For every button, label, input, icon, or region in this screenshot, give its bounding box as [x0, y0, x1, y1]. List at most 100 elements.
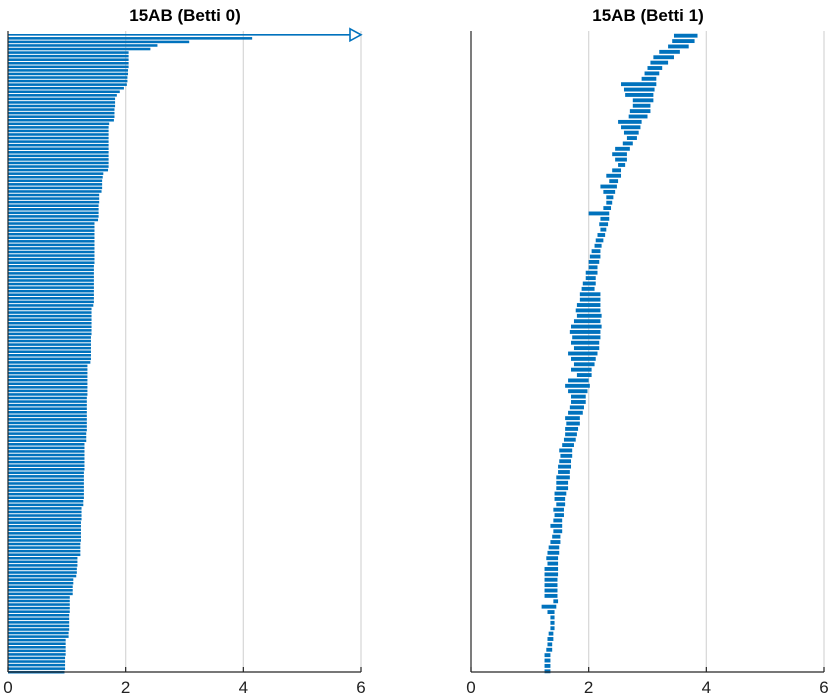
barcode-bar: [8, 101, 116, 104]
barcode-bar: [8, 297, 94, 300]
barcode-bar: [8, 646, 66, 649]
barcode-bar: [8, 435, 87, 439]
barcode-bar: [8, 136, 109, 140]
barcode-bar: [8, 510, 82, 514]
x-tick-label: 6: [819, 678, 828, 697]
barcode-bar: [572, 335, 601, 340]
x-tick-label: 0: [466, 678, 475, 697]
barcode-bar: [8, 393, 88, 396]
barcode-bar: [573, 346, 600, 351]
barcode-bar: [565, 432, 577, 437]
barcode-bar: [8, 97, 116, 101]
barcode-bar: [8, 279, 94, 282]
barcode-bar: [606, 200, 613, 205]
barcode-bar: [625, 93, 654, 97]
barcode-bar: [8, 514, 82, 517]
barcode-bar: [8, 649, 66, 653]
barcode-bar: [8, 282, 94, 286]
barcode-bar: [673, 33, 698, 38]
barcode-bar: [566, 421, 580, 426]
barcode-bar: [8, 453, 85, 457]
barcode-bar: [544, 593, 558, 598]
barcode-bar: [559, 448, 573, 453]
barcode-bar: [8, 172, 104, 175]
barcode-bar: [8, 229, 95, 232]
barcode-bar: [8, 343, 91, 346]
barcode-bar: [8, 539, 81, 542]
barcode-bar: [8, 311, 92, 314]
barcode-bar: [8, 126, 109, 129]
barcode-bar: [8, 336, 91, 339]
barcode-bar: [548, 545, 560, 550]
barcode-bar: [8, 606, 70, 610]
barcode-bar: [8, 478, 84, 482]
barcode-bar: [544, 653, 551, 658]
barcode-bar: [8, 574, 77, 578]
barcode-bar: [8, 225, 95, 229]
barcode-bar: [618, 119, 642, 124]
barcode-bar: [8, 286, 94, 289]
betti-0-panel: 15AB (Betti 0) 0 2 4 6: [3, 6, 365, 697]
barcode-bar: [554, 496, 566, 501]
barcode-bar: [8, 79, 128, 83]
barcode-bar: [585, 276, 596, 281]
barcode-bar: [547, 610, 555, 614]
barcode-bar: [8, 129, 109, 133]
barcode-bar: [8, 414, 87, 418]
barcode-bar: [8, 589, 73, 592]
barcode-bar: [550, 523, 563, 528]
barcode-bar: [8, 667, 66, 670]
barcode-bar: [8, 190, 102, 193]
barcode-bar: [8, 560, 78, 564]
barcode-bar: [8, 264, 94, 268]
barcode-bar: [8, 90, 120, 94]
barcode-bar: [8, 368, 88, 371]
barcode-bar: [606, 195, 614, 200]
barcode-bar: [8, 532, 81, 535]
barcode-bar: [565, 383, 590, 388]
barcode-bar: [623, 87, 655, 92]
barcode-bar: [600, 184, 617, 189]
barcode-bar: [8, 143, 109, 147]
barcode-bar: [8, 179, 103, 183]
barcode-bar: [595, 238, 604, 243]
barcode-bar: [668, 44, 689, 49]
barcode-bar: [579, 297, 601, 302]
barcode-bar: [556, 502, 566, 507]
barcode-bar: [8, 44, 158, 47]
barcode-bar: [612, 152, 627, 157]
barcode-bar: [588, 211, 610, 216]
barcode-bar: [8, 610, 70, 613]
barcode-bar: [8, 186, 103, 190]
barcode-bar: [603, 189, 616, 194]
barcode-bar: [573, 319, 601, 324]
barcode-bar: [571, 340, 600, 345]
barcode-bar: [571, 356, 596, 361]
barcode-bar: [603, 206, 612, 211]
barcode-bar: [8, 37, 253, 40]
barcode-bar: [8, 460, 85, 464]
barcode-bar: [573, 362, 595, 367]
barcode-bar: [550, 620, 555, 625]
barcode-bar: [547, 637, 554, 641]
barcode-bar: [563, 437, 576, 442]
barcode-bar: [8, 396, 87, 400]
x-tick-label: 0: [3, 678, 12, 697]
barcode-bar: [8, 111, 115, 115]
barcode-bar: [647, 66, 663, 70]
barcode-bar: [8, 165, 109, 168]
barcode-bar: [544, 663, 551, 668]
barcode-bar: [558, 470, 570, 474]
barcode-bar: [8, 307, 92, 311]
barcode-bar: [547, 561, 559, 566]
barcode-bar: [8, 54, 129, 58]
barcode-bar: [544, 583, 558, 588]
barcode-bar: [8, 428, 87, 432]
barcode-bar: [8, 443, 85, 446]
barcode-bar: [8, 410, 87, 414]
barcode-bar: [8, 403, 87, 407]
barcode-bar: [8, 300, 94, 304]
barcode-bar: [544, 567, 559, 571]
barcode-bar: [8, 140, 109, 143]
barcode-bar: [606, 173, 622, 178]
